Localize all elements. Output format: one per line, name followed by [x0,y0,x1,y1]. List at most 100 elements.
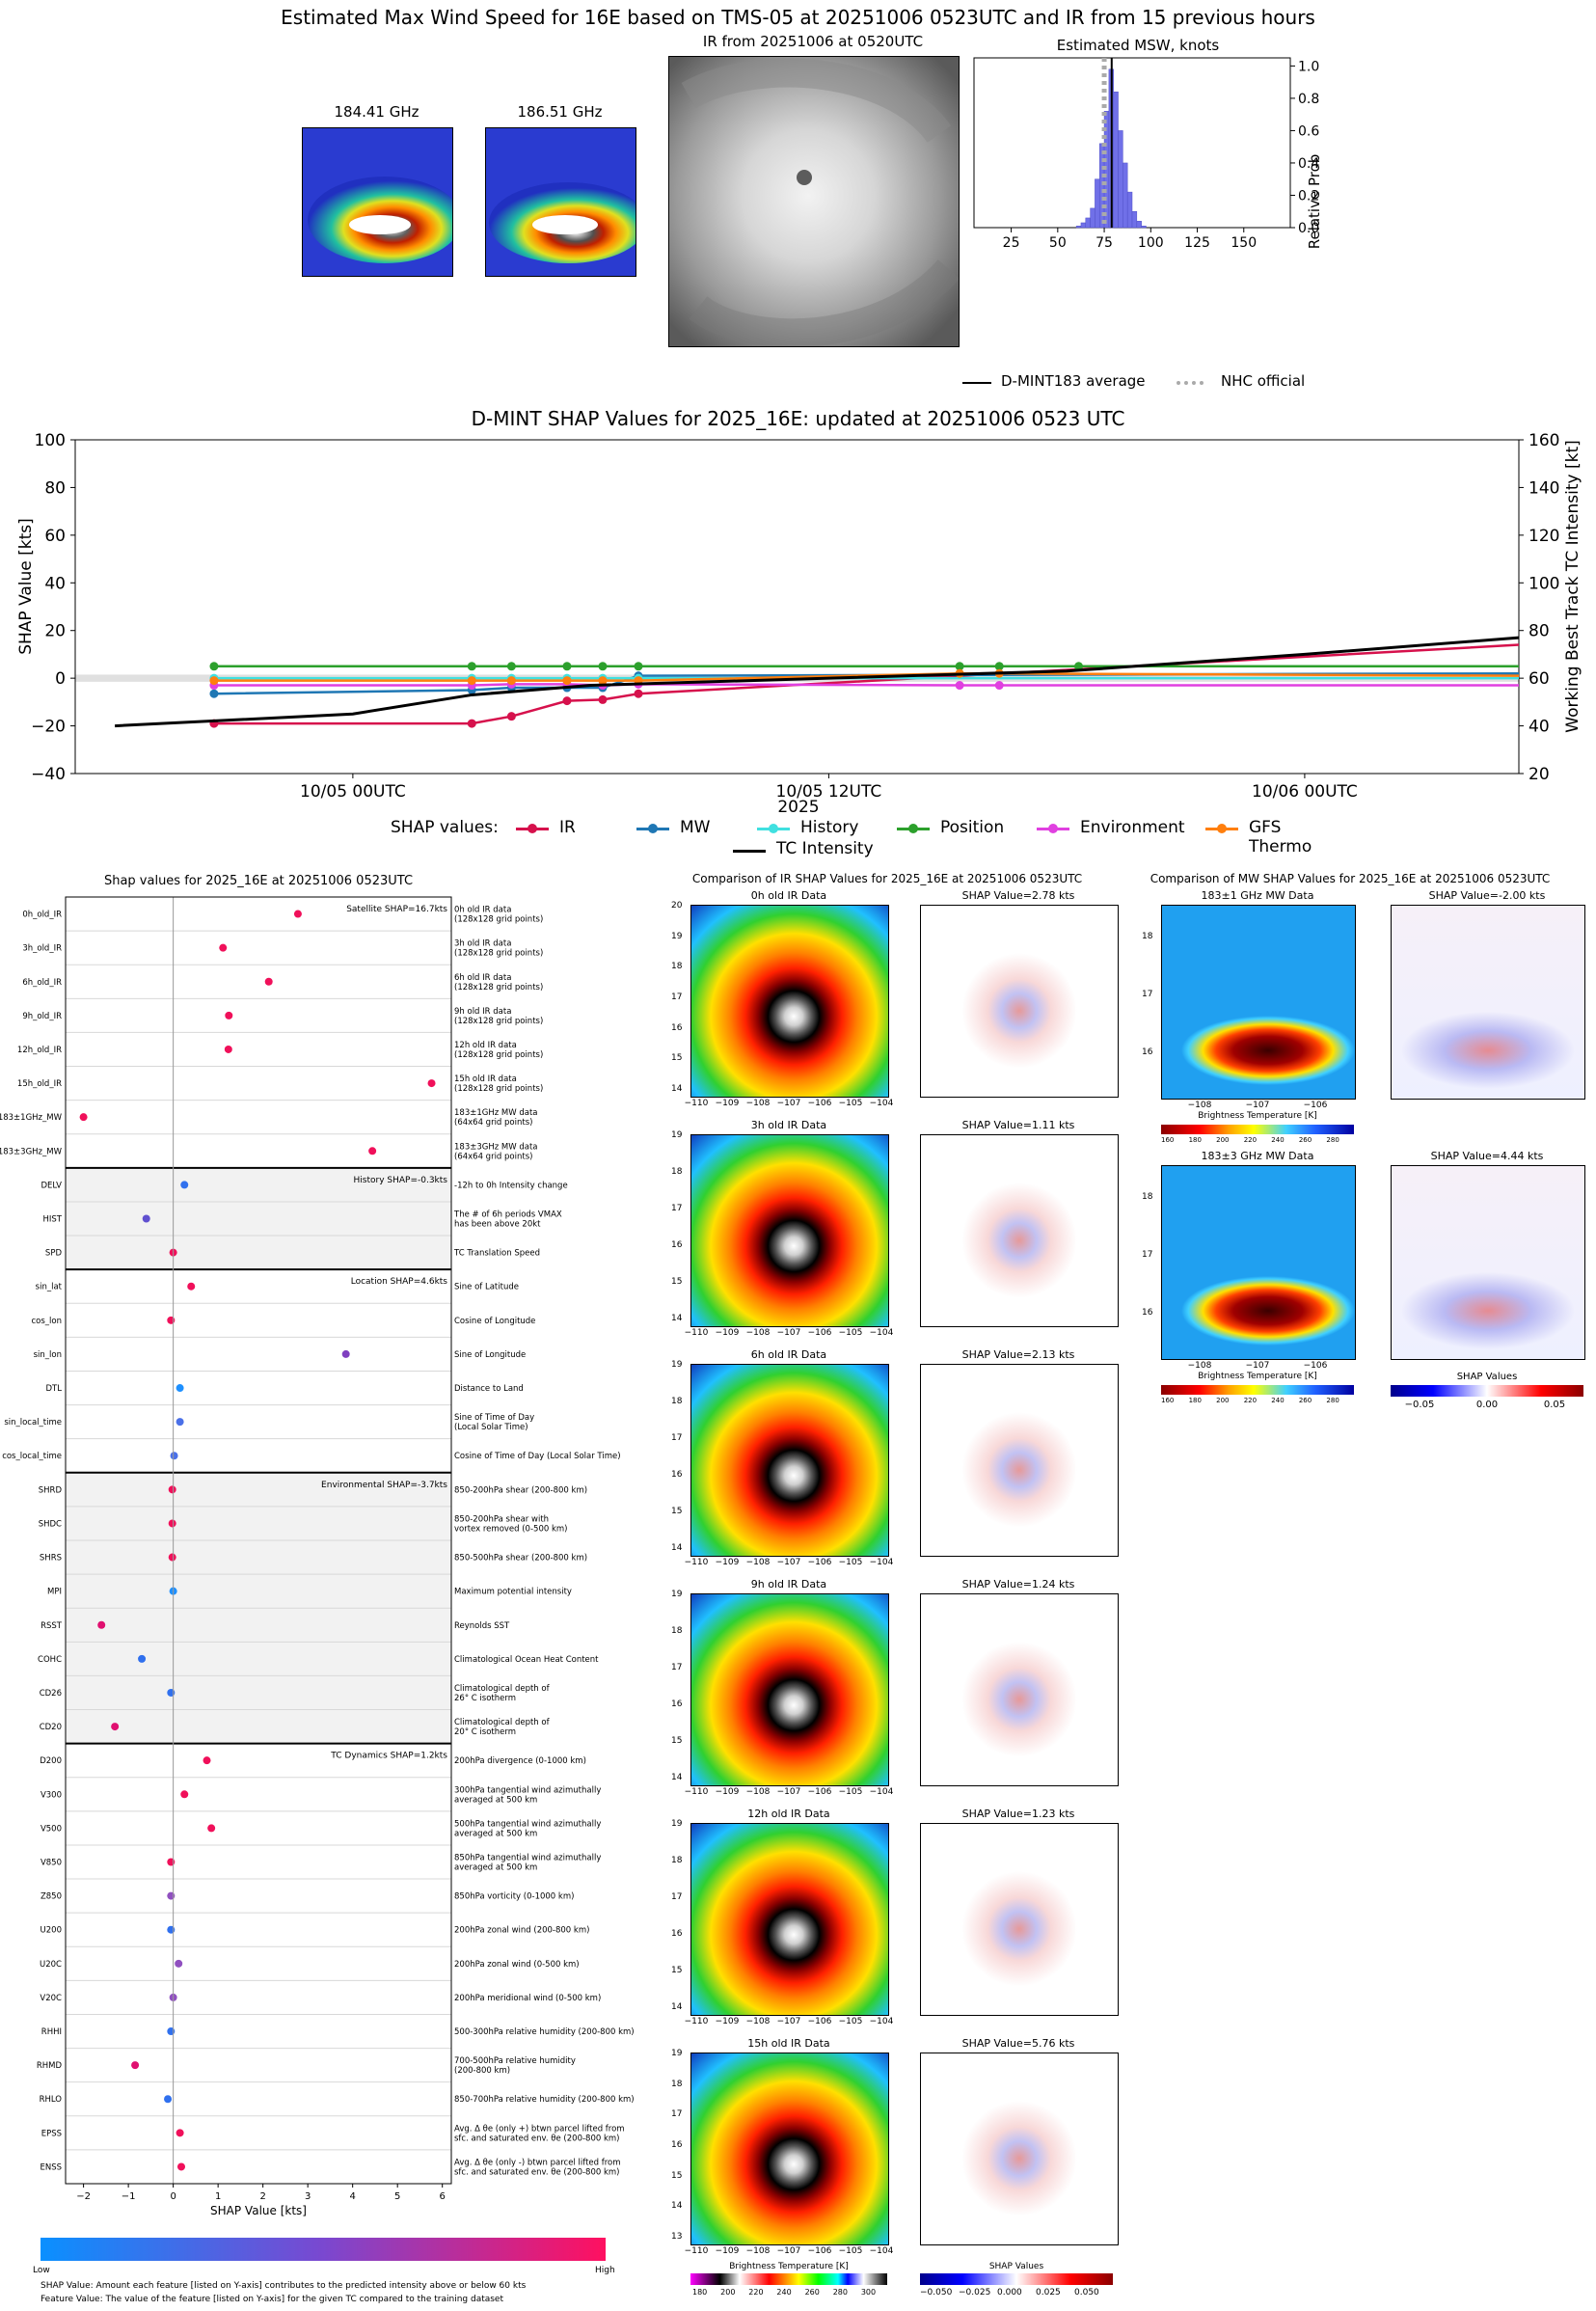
footnote-2: Feature Value: The value of the feature … [41,2295,504,2304]
feature-name: RHHI [41,2027,62,2037]
feature-desc: 12h old IR data [454,1041,517,1050]
hist-bar [1090,207,1096,229]
mw-cb-tick: 160 [1161,1136,1175,1144]
mw-ytick-label: 18 [1142,1192,1153,1202]
feature-desc: 850-200hPa shear with [454,1514,549,1524]
shap-xtick-label: 5 [394,2191,400,2202]
y2-tick-label: 20 [1528,765,1550,784]
feature-desc: sfc. and saturated env. θe (200-800 km) [454,2167,620,2177]
ir-shap-image [920,1134,1119,1327]
ir-data-title: 12h old IR Data [747,1808,830,1820]
series-point [598,694,608,704]
legend-tc-label: TC Intensity [776,839,874,858]
ir-ytick-label: 15 [671,1507,683,1516]
mw-shap-image [1391,905,1585,1100]
feature-point [187,1282,196,1291]
ir-colorbar [690,2273,887,2285]
y2-tick-label: 120 [1528,527,1559,546]
ir-xtick-label: −107 [776,1558,801,1567]
feature-point [176,1418,184,1427]
series-point [467,676,476,686]
feature-point [219,943,228,952]
feature-desc: 200hPa meridional wind (0-500 km) [454,1994,601,2003]
ir-ytick-label: 15 [671,1966,683,1975]
ir-cb-tick: 200 [720,2288,736,2297]
feature-desc: TC Translation Speed [453,1249,540,1259]
ir-xtick-label: −108 [745,1558,771,1567]
ir-ytick-label: 13 [671,2232,683,2242]
ir-xtick-label: −109 [715,1328,740,1338]
ir-xtick-label: −109 [715,1099,740,1108]
hist-ytick-label: 1.0 [1298,59,1319,74]
ir-xtick-label: −107 [776,1787,801,1797]
hist-bar [1136,221,1142,229]
y-tick-label: 20 [44,622,66,641]
ir-ytick-label: 16 [671,1699,683,1709]
ir-ytick-label: 16 [671,1022,683,1033]
shap-xtick-label: 4 [349,2191,355,2202]
ir-xtick-label: −107 [776,1328,801,1338]
footnote-1: SHAP Value: Amount each feature [listed … [41,2281,527,2291]
ir-shap-cb-tick: 0.050 [1074,2288,1099,2297]
feature-name: V500 [41,1824,62,1834]
timeline-ylabel-right: Working Best Track TC Intensity [kt] [1563,440,1582,733]
ir-ytick-label: 18 [671,1167,683,1177]
ir-xtick-label: −109 [715,1558,740,1567]
ir-xtick-label: −107 [776,2246,801,2256]
ir-cb-tick: 180 [692,2288,708,2297]
y-tick-label: 40 [44,574,66,593]
feature-point [79,1113,88,1122]
mw-cb-tick: 220 [1243,1136,1258,1144]
ir-xtick-label: −104 [869,2246,894,2256]
ir-shap-cb-tick: −0.050 [920,2288,953,2297]
ir-ytick-label: 17 [671,1663,683,1672]
ir-shap-title: SHAP Value=1.11 kts [961,1119,1075,1131]
hist-xtick-label: 125 [1184,235,1210,251]
mw-cb-tick: 260 [1298,1397,1312,1404]
ir-ytick-label: 16 [671,1240,683,1250]
msw-histogram: Estimated MSW, knots 25 50 75 100 125 150 0.0 0… [973,37,1323,251]
mw-shap-cb-tick: −0.05 [1404,1400,1435,1410]
ir-xtick-label: −108 [745,1328,771,1338]
series-point [634,689,643,698]
feature-name: RHLO [40,2095,63,2105]
feature-point [111,1723,120,1731]
hist-ylabel: Relative Prob [1306,154,1323,250]
ir-xtick-label: −108 [745,1099,771,1108]
y2-tick-label: 140 [1528,478,1559,498]
hist-bar [1123,162,1128,229]
y-tick-label: 60 [44,527,66,546]
ir-ytick-label: 18 [671,2079,683,2089]
ir-xtick-label: −107 [776,1099,801,1108]
group-label: Environmental SHAP=-3.7kts [321,1481,447,1490]
feature-name: 6h_old_IR [22,978,62,988]
mw-cb-tick: 220 [1243,1397,1258,1404]
feature-desc: 850hPa vorticity (0-1000 km) [454,1892,574,1902]
mw-xtick-label: −107 [1245,1101,1270,1110]
feature-desc: 183±1GHz MW data [454,1108,537,1118]
mw-ytick-label: 17 [1142,990,1153,999]
series-point [506,712,516,721]
feature-name: RSST [41,1621,63,1631]
ir-ytick-label: 19 [671,1130,683,1140]
y-tick-label: −20 [31,718,66,737]
timeline-chart: −40 −20 0 20 40 60 80 100 20 40 60 80 100 120 140 160 10… [16,431,1582,817]
ir-xtick-label: −106 [807,1328,832,1338]
y2-tick-label: 60 [1528,669,1550,689]
ir-ytick-label: 15 [671,1736,683,1746]
hist-xtick-label: 25 [1003,235,1020,251]
ir-label: IR from 20251006 at 0520UTC [702,33,924,50]
feature-desc: 26° C isotherm [454,1694,516,1703]
series-point [562,696,572,706]
ir-ytick-label: 18 [671,1856,683,1865]
feature-point [168,1485,176,1494]
ir-data-image [690,1823,889,2016]
feature-point [176,2129,184,2137]
timeline-legend: SHAP values: IR MW History Position Environm… [391,818,1312,864]
ir-ytick-label: 14 [671,2201,683,2212]
shap-xtick-label: 1 [215,2191,221,2202]
shap-xtick-label: 0 [170,2191,176,2202]
ir-shap-image [920,1823,1119,2016]
legend-label: Position [940,818,1005,837]
hist-bar [1118,130,1123,229]
